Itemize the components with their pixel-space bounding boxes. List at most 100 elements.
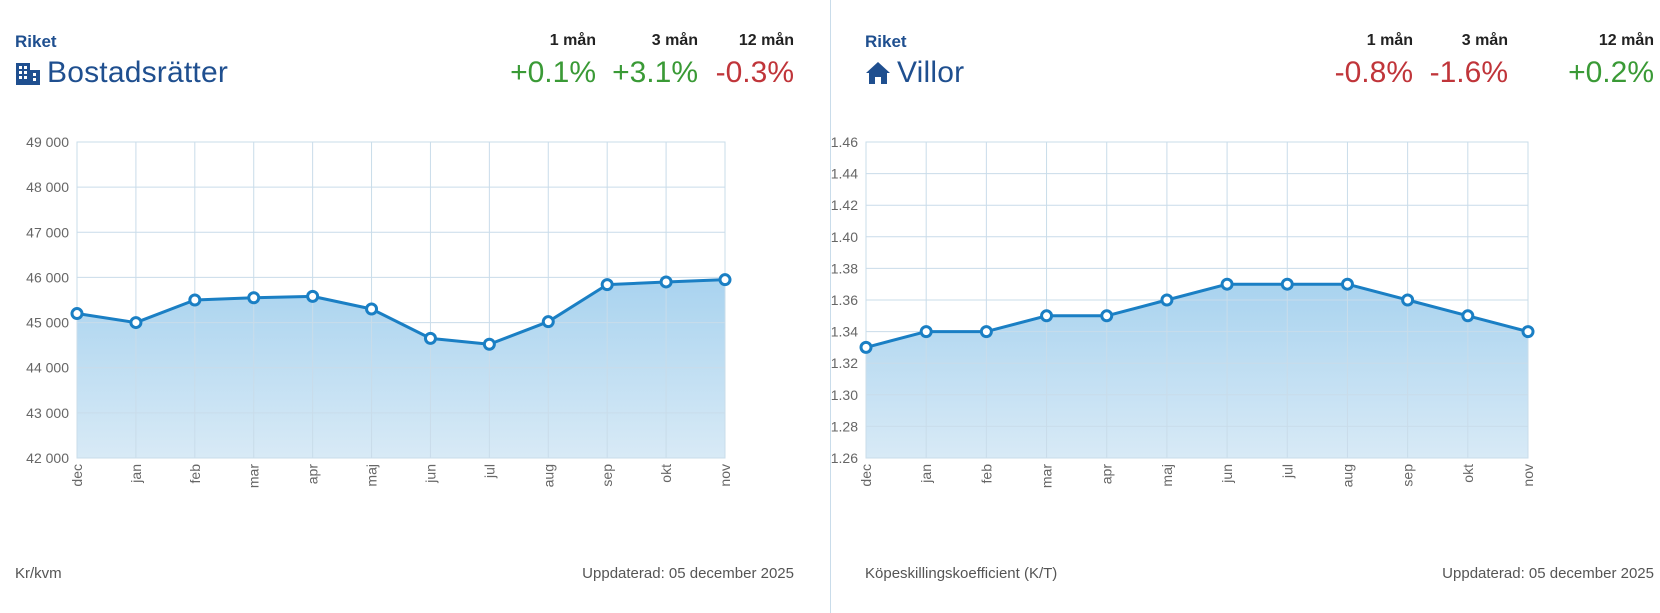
y-tick-label: 1.36 <box>831 292 858 308</box>
stat-period: 12 mån <box>1598 32 1654 49</box>
data-point-nov[interactable] <box>718 273 732 287</box>
y-tick-label: 1.42 <box>831 197 858 213</box>
data-point-okt[interactable] <box>659 275 673 289</box>
villor-chart: 1.26 1.28 1.30 1.32 1.34 1.36 1.38 1.40 1.42 1.44… <box>831 134 1536 488</box>
x-tick-label: sep <box>599 464 615 487</box>
unit-label: Kr/kvm <box>15 565 62 582</box>
data-point-jun[interactable] <box>1220 277 1234 291</box>
data-point-mar[interactable] <box>247 291 261 305</box>
x-tick-label: okt <box>658 464 674 483</box>
data-point-dec[interactable] <box>70 307 84 321</box>
area-fill <box>866 284 1528 458</box>
stat-value: -0.3% <box>715 56 794 89</box>
stat-1-month: 1 mån +0.1% <box>496 32 596 92</box>
stat-period: 3 mån <box>651 32 698 49</box>
stat-12-month: 12 mån +0.2% <box>1554 32 1654 92</box>
x-tick-label: feb <box>978 464 994 484</box>
unit-label: Köpeskillingskoefficient (K/T) <box>865 565 1058 582</box>
y-tick-label: 1.40 <box>831 229 858 245</box>
data-point-jun[interactable] <box>423 331 437 345</box>
area-fill <box>77 279 725 458</box>
x-tick-label: nov <box>717 464 733 487</box>
updated-label: Uppdaterad: 05 december 2025 <box>582 565 794 582</box>
stat-period: 12 mån <box>738 32 794 49</box>
y-tick-label: 1.30 <box>831 387 858 403</box>
y-tick-label: 44 000 <box>26 360 69 376</box>
region-label: Riket <box>865 32 907 51</box>
x-tick-label: jan <box>918 464 934 484</box>
data-point-apr[interactable] <box>306 289 320 303</box>
y-tick-label: 45 000 <box>26 315 69 331</box>
x-tick-label: jul <box>1279 464 1295 479</box>
x-tick-label: mar <box>246 464 262 488</box>
data-point-jan[interactable] <box>129 316 143 330</box>
stat-period: 1 mån <box>549 32 596 49</box>
y-tick-label: 47 000 <box>26 224 69 240</box>
x-tick-label: aug <box>540 464 556 487</box>
bostadsratter-chart: 42 000 43 000 44 000 45 000 46 000 47 000 48 0… <box>26 134 733 488</box>
region-label: Riket <box>15 32 57 51</box>
data-point-jul[interactable] <box>1280 277 1294 291</box>
x-tick-label: dec <box>858 464 874 487</box>
x-tick-label: sep <box>1400 464 1416 487</box>
data-point-mar[interactable] <box>1040 309 1054 323</box>
y-tick-label: 1.34 <box>831 324 858 340</box>
x-tick-label: dec <box>69 464 85 487</box>
house-icon <box>865 60 891 86</box>
data-point-aug[interactable] <box>1340 277 1354 291</box>
title-row: Bostadsrätter <box>15 56 228 90</box>
x-tick-label: aug <box>1339 464 1355 487</box>
building-icon <box>15 60 41 86</box>
data-point-sep[interactable] <box>1401 293 1415 307</box>
y-tick-label: 1.28 <box>831 418 858 434</box>
panel-divider <box>830 0 831 613</box>
plot-frame <box>76 141 726 459</box>
x-tick-label: feb <box>187 464 203 484</box>
data-point-sep[interactable] <box>600 278 614 292</box>
x-tick-label: apr <box>1099 464 1115 485</box>
x-tick-label: jan <box>128 464 144 484</box>
y-tick-label: 42 000 <box>26 450 69 466</box>
data-point-maj[interactable] <box>1160 293 1174 307</box>
stat-value: +0.2% <box>1568 56 1654 89</box>
page-title: Villor <box>897 56 965 89</box>
data-point-feb[interactable] <box>188 293 202 307</box>
y-tick-label: 49 000 <box>26 134 69 150</box>
y-tick-label: 46 000 <box>26 269 69 285</box>
data-point-maj[interactable] <box>365 302 379 316</box>
data-point-nov[interactable] <box>1521 325 1535 339</box>
stat-value: +3.1% <box>612 56 698 89</box>
updated-label: Uppdaterad: 05 december 2025 <box>1442 565 1654 582</box>
data-point-jul[interactable] <box>482 337 496 351</box>
villor-panel: Riket Villor 1 mån -0.8% 3 mån -1.6% 12 … <box>830 0 1660 613</box>
title-row: Villor <box>865 56 964 90</box>
x-tick-label: apr <box>305 464 321 485</box>
x-tick-label: jun <box>1219 464 1235 484</box>
y-tick-label: 43 000 <box>26 405 69 421</box>
data-point-okt[interactable] <box>1461 309 1475 323</box>
stat-value: -0.8% <box>1334 56 1413 89</box>
series-line <box>865 282 1529 349</box>
data-point-jan[interactable] <box>919 325 933 339</box>
y-tick-label: 1.26 <box>831 450 858 466</box>
x-tick-label: okt <box>1460 464 1476 483</box>
y-tick-label: 1.44 <box>831 166 858 182</box>
data-point-dec[interactable] <box>859 340 873 354</box>
data-point-feb[interactable] <box>979 325 993 339</box>
series-line <box>76 278 726 346</box>
x-tick-label: jun <box>422 464 438 484</box>
data-point-apr[interactable] <box>1100 309 1114 323</box>
stat-value: +0.1% <box>510 56 596 89</box>
y-tick-label: 1.38 <box>831 260 858 276</box>
x-tick-label: nov <box>1520 464 1536 487</box>
stat-1-month: 1 mån -0.8% <box>1313 32 1413 92</box>
y-tick-label: 1.46 <box>831 134 858 150</box>
stat-period: 3 mån <box>1461 32 1508 49</box>
stat-3-month: 3 mån +3.1% <box>598 32 698 92</box>
x-tick-label: jul <box>481 464 497 479</box>
stat-3-month: 3 mån -1.6% <box>1408 32 1508 92</box>
x-tick-label: maj <box>364 464 380 487</box>
x-tick-label: maj <box>1159 464 1175 487</box>
data-point-aug[interactable] <box>541 315 555 329</box>
bostadsratter-panel: Riket Bostadsrätter 1 mån +0.1% 3 mån +3… <box>15 32 794 582</box>
